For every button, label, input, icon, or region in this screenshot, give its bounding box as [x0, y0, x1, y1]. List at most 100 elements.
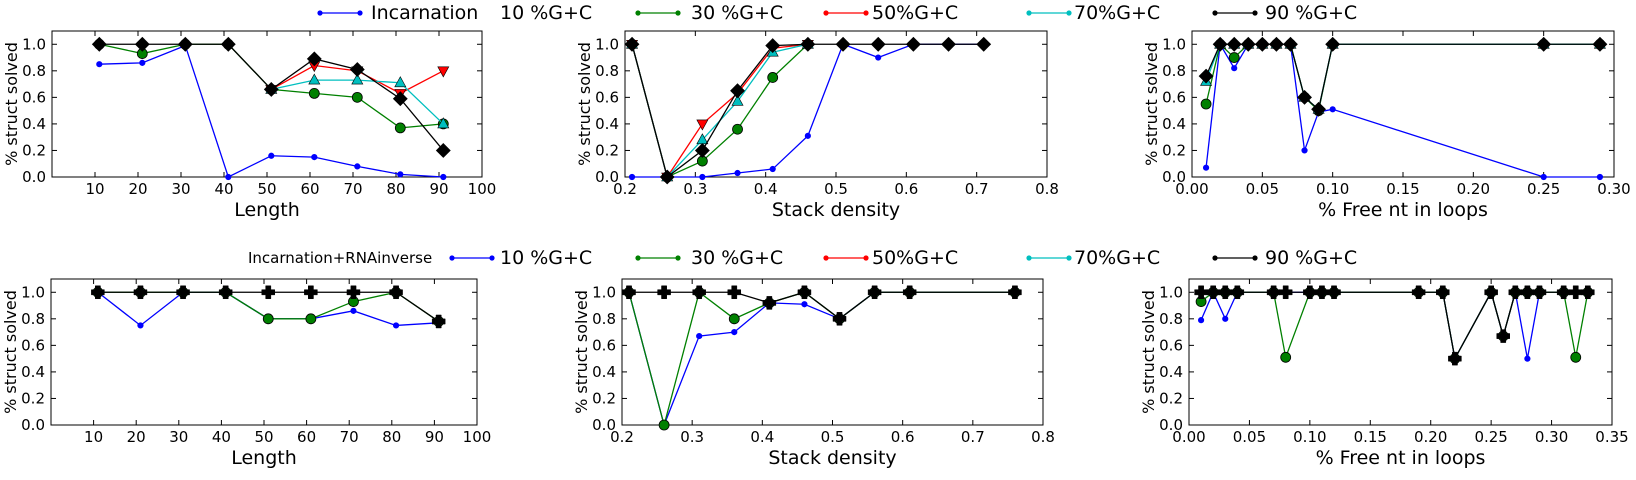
data-point: [1197, 317, 1205, 324]
data-point: [440, 173, 447, 181]
data-point: [870, 36, 886, 52]
data-point: [354, 163, 361, 170]
data-point: [1532, 285, 1547, 300]
chart-panel-6: 0.00 0.05 0.10 0.15 0.20 0.25 0.30 0.350.00.20.…: [1139, 278, 1629, 469]
data-point: [137, 322, 144, 329]
legend-marker-gc: [1212, 10, 1218, 16]
x-tick-label: 20: [127, 428, 146, 446]
y-tick-label: 0.8: [1159, 310, 1183, 328]
y-tick-label: 0.0: [1159, 416, 1183, 434]
data-point: [699, 173, 706, 181]
data-point: [835, 36, 851, 52]
data-point: [1484, 285, 1498, 300]
data-point: [1198, 68, 1214, 84]
data-point: [728, 313, 740, 325]
y-ticks: 0.0 0.2 0.4 0.6 0.8 1.0: [22, 35, 482, 186]
data-point: [96, 61, 103, 68]
data-point: [804, 132, 811, 139]
x-tick-label: 0.20: [1457, 180, 1490, 198]
y-tick-label: 0.4: [22, 115, 46, 133]
legend-label-base: Incarnation+RNAinverse: [248, 249, 432, 267]
y-tick-label: 0.2: [592, 389, 616, 407]
data-point: [1283, 36, 1298, 52]
y-tick-label: 0.8: [22, 62, 46, 80]
y-axis-label: % struct solved: [575, 42, 594, 166]
y-tick-label: 0.8: [1162, 62, 1186, 80]
x-tick-label: 0.15: [1354, 428, 1387, 446]
series-3: [1194, 285, 1595, 366]
x-ticks: 10 20 30 40 50 60 70 80 90 100: [84, 279, 491, 446]
data-point: [1202, 164, 1210, 171]
legend-row-1: Incarnation 10 %G+C 30 %G+C 50%G+C 70%G+C 90 …: [317, 2, 1357, 24]
x-tick-label: 50: [254, 428, 273, 446]
data-point: [392, 322, 400, 329]
data-point: [437, 117, 450, 129]
y-tick-label: 1.0: [592, 283, 616, 301]
data-point: [1240, 36, 1256, 52]
data-point: [308, 87, 320, 99]
data-point: [727, 285, 742, 300]
data-point: [1411, 285, 1426, 300]
x-tick-label: 20: [128, 180, 147, 198]
legend-label-gc: 10 %G+C: [500, 2, 592, 24]
plot-frame: [50, 278, 478, 426]
x-ticks: 0.00 0.05 0.10 0.15 0.20 0.25 0.30 0.35: [1172, 279, 1629, 446]
data-point: [1524, 355, 1531, 362]
data-point: [308, 73, 321, 85]
y-tick-label: 0.2: [595, 141, 619, 159]
data-point: [435, 143, 451, 158]
x-tick-label: 90: [429, 180, 448, 198]
data-point: [311, 153, 318, 161]
y-tick-label: 0.4: [21, 363, 45, 381]
y-axis-label: % struct solved: [2, 42, 21, 166]
legend-marker-base: [317, 10, 323, 16]
y-axis-label: % struct solved: [1139, 290, 1158, 414]
y-tick-label: 1.0: [595, 35, 619, 53]
legend-marker-gc: [823, 10, 829, 16]
data-point: [305, 313, 317, 325]
data-point: [349, 62, 365, 77]
x-ticks: 0.2 0.3 0.4 0.5 0.6 0.7 0.8: [610, 279, 1055, 446]
data-point: [1222, 315, 1229, 322]
y-ticks: 0.0 0.2 0.4 0.6 0.8 1.0: [1162, 35, 1614, 186]
data-point: [1280, 351, 1292, 363]
data-point: [1325, 36, 1341, 52]
data-point: [731, 328, 738, 336]
data-point: [941, 36, 956, 52]
legend-label-gc: 30 %G+C: [691, 247, 783, 269]
data-point: [1230, 285, 1245, 300]
data-point: [800, 36, 816, 52]
data-point: [696, 119, 709, 131]
x-tick-label: 0.7: [961, 428, 985, 446]
x-tick-label: 10: [84, 428, 103, 446]
data-point: [902, 285, 917, 300]
data-point: [263, 81, 279, 97]
x-tick-label: 40: [212, 428, 231, 446]
x-ticks: 0.2 0.3 0.4 0.5 0.6 0.7 0.8: [613, 31, 1059, 198]
data-point: [1206, 285, 1220, 300]
x-tick-label: 40: [214, 180, 233, 198]
x-tick-label: 90: [425, 428, 444, 446]
data-point: [1218, 285, 1233, 300]
data-point: [1266, 285, 1281, 300]
x-ticks: 0.00 0.05 0.10 0.15 0.20 0.25 0.30: [1175, 31, 1631, 198]
x-tick-label: 0.2: [610, 428, 634, 446]
data-point: [351, 91, 363, 103]
y-tick-label: 1.0: [21, 283, 45, 301]
y-tick-label: 0.2: [21, 389, 45, 407]
legend-marker-gc: [675, 10, 681, 16]
y-tick-label: 1.0: [1159, 283, 1183, 301]
legend-marker-gc: [863, 10, 869, 16]
y-tick-label: 0.0: [22, 168, 46, 186]
y-tick-label: 0.0: [592, 416, 616, 434]
y-tick-label: 0.4: [595, 115, 619, 133]
data-point: [692, 285, 706, 300]
legend-marker-base: [357, 10, 363, 16]
data-point: [225, 173, 232, 181]
data-point: [220, 36, 236, 52]
x-tick-label: 0.6: [894, 180, 918, 198]
data-point: [769, 165, 776, 173]
chart-panel-1: 10 20 30 40 50 60 70 80 90 100 0.0 0.2 0.4 0.6 0.8 1.0 L…: [2, 30, 496, 221]
data-point: [1592, 36, 1608, 52]
data-point: [218, 285, 233, 300]
